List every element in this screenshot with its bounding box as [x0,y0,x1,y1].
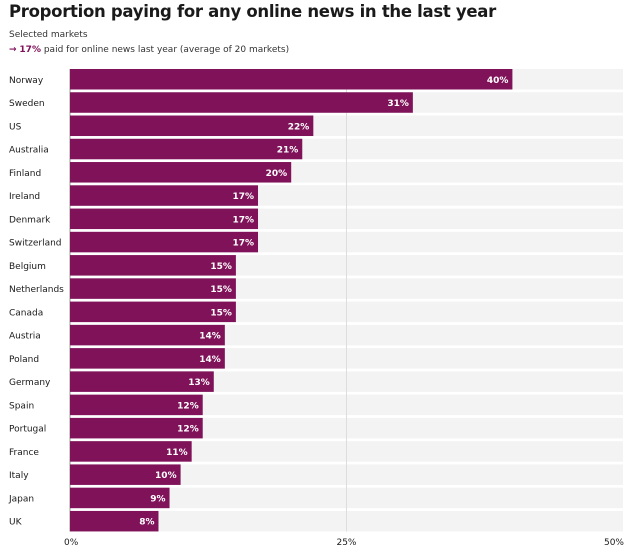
category-label: Australia [9,146,49,156]
data-label: 17% [232,192,254,202]
bar-italy [70,464,181,485]
data-label: 13% [188,378,210,388]
bar-canada [70,301,236,323]
chart-title: Proportion paying for any online news in… [9,2,496,21]
bar-germany [70,371,214,392]
bar-ireland [70,185,259,206]
category-label: Spain [9,401,34,411]
data-label: 8% [139,518,154,528]
average-text: paid for online news last year (average … [43,45,290,55]
data-label: 21% [277,146,299,156]
average-annotation: → 17% paid for online news last year (av… [9,45,289,55]
data-label: 10% [155,471,177,481]
category-label: Finland [9,169,41,179]
data-label: 9% [150,494,165,504]
category-label: Ireland [9,192,40,202]
average-value: 17% [19,45,41,55]
data-label: 14% [199,332,221,342]
data-label: 31% [387,99,409,109]
bar-austria [70,324,225,346]
category-label: Sweden [9,99,45,109]
category-label: Denmark [9,215,51,225]
data-label: 40% [487,76,509,86]
category-label: Canada [9,308,43,318]
category-label: Norway [9,76,44,86]
data-label: 20% [266,169,288,179]
data-label: 12% [177,401,199,411]
bar-switzerland [70,231,259,253]
data-label: 15% [210,285,232,295]
bar-spain [70,394,203,416]
data-label: 12% [177,425,199,435]
bar-denmark [70,208,259,230]
category-label: Japan [8,494,34,504]
category-label: Belgium [9,262,46,272]
data-label: 14% [199,355,221,365]
category-label: Portugal [9,425,46,435]
chart-subtitle: Selected markets [9,30,88,40]
category-label: Austria [9,332,41,342]
category-label: UK [9,518,23,528]
category-label: Switzerland [9,239,62,249]
bar-uk [70,510,159,532]
category-label: Netherlands [9,285,64,295]
category-label: Italy [9,471,29,481]
bar-japan [70,487,170,509]
bar-belgium [70,255,236,276]
arrow-icon: → [9,45,17,55]
data-label: 11% [166,448,188,458]
data-label: 17% [232,239,254,249]
bar-australia [70,138,303,160]
bar-sweden [70,92,413,113]
bar-us [70,115,314,137]
data-label: 15% [210,308,232,318]
x-tick-label: 25% [336,538,356,548]
x-tick-label: 50% [604,538,624,548]
bar-portugal [70,417,203,439]
category-label: France [9,448,39,458]
bar-finland [70,162,292,183]
category-label: Poland [9,355,39,365]
bar-poland [70,348,225,369]
x-tick-label: 0% [64,538,79,548]
data-label: 15% [210,262,232,272]
category-label: Germany [9,378,51,388]
data-label: 22% [288,122,310,132]
bar-netherlands [70,278,236,299]
bar-norway [70,69,513,90]
data-label: 17% [232,215,254,225]
category-label: US [9,122,22,132]
bar-france [70,441,192,462]
